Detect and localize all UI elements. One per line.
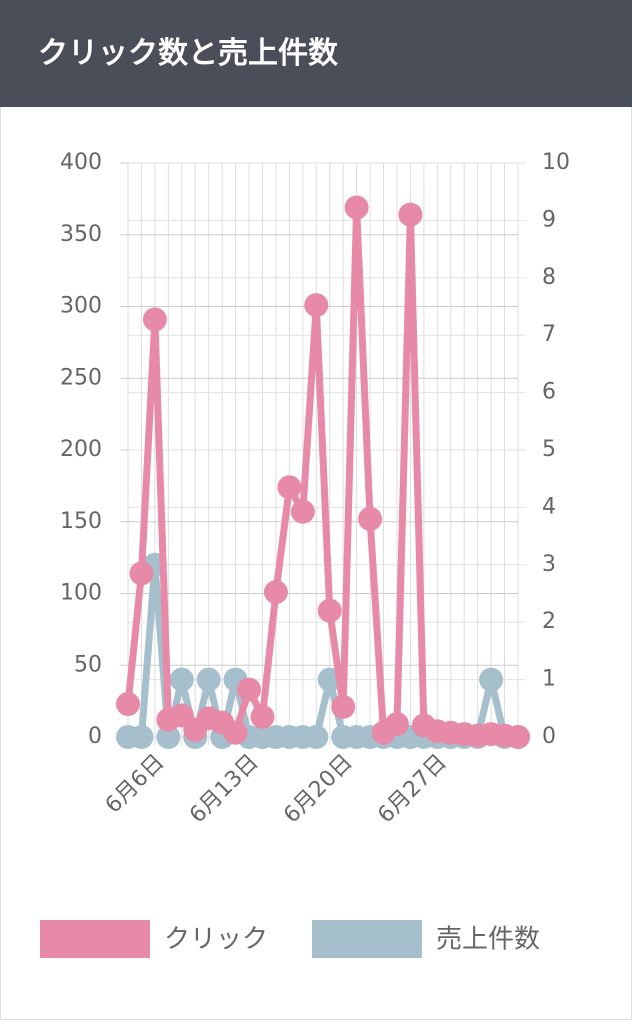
y-tick-label: 300	[60, 294, 102, 319]
y2-tick-label: 8	[542, 265, 556, 290]
data-point	[169, 667, 194, 692]
legend-swatch	[40, 920, 150, 958]
y-tick-label: 350	[60, 222, 102, 247]
data-point	[358, 506, 383, 531]
y2-tick-label: 10	[542, 150, 570, 175]
header-title: クリック数と売上件数	[38, 36, 338, 71]
y2-tick-label: 1	[542, 667, 556, 692]
data-point	[317, 598, 342, 623]
data-point	[263, 580, 288, 605]
y-tick-label: 400	[60, 150, 102, 175]
data-point	[304, 293, 329, 318]
data-point	[277, 475, 302, 500]
data-point	[156, 725, 181, 749]
y-tick-label: 0	[88, 724, 102, 749]
data-point	[331, 694, 356, 719]
x-tick-label: 6月27日	[373, 750, 451, 828]
x-tick-label: 6月20日	[279, 750, 357, 828]
y-tick-label: 150	[60, 509, 102, 534]
data-point	[304, 725, 329, 749]
data-point	[142, 307, 167, 332]
y-tick-label: 100	[60, 581, 102, 606]
data-point	[223, 720, 248, 745]
legend-swatch	[312, 920, 422, 958]
data-point	[237, 677, 262, 702]
data-point	[344, 195, 369, 220]
data-point	[398, 202, 423, 227]
y2-tick-label: 7	[542, 322, 556, 347]
y2-tick-label: 5	[542, 437, 556, 462]
y2-tick-label: 0	[542, 724, 556, 749]
data-point	[506, 725, 530, 749]
data-point	[290, 499, 315, 524]
data-point	[129, 561, 154, 586]
series-line	[124, 203, 519, 741]
y-tick-label: 50	[74, 652, 102, 677]
y2-tick-label: 3	[542, 552, 556, 577]
y2-tick-label: 6	[542, 380, 556, 405]
data-point	[384, 712, 409, 737]
header: クリック数と売上件数	[0, 0, 632, 107]
y2-tick-label: 2	[542, 609, 556, 634]
y2-tick-label: 4	[542, 494, 556, 519]
data-point	[129, 725, 154, 749]
data-point	[116, 691, 140, 716]
x-tick-label: 6月6日	[101, 750, 170, 819]
x-tick-label: 6月13日	[185, 750, 263, 828]
data-point	[196, 667, 221, 692]
y2-tick-label: 9	[542, 207, 556, 232]
data-point	[479, 667, 504, 692]
legend-label: 売上件数	[436, 925, 540, 955]
legend-label: クリック	[164, 925, 268, 955]
y-tick-label: 250	[60, 365, 102, 390]
data-point	[250, 704, 275, 729]
y-tick-label: 200	[60, 437, 102, 462]
